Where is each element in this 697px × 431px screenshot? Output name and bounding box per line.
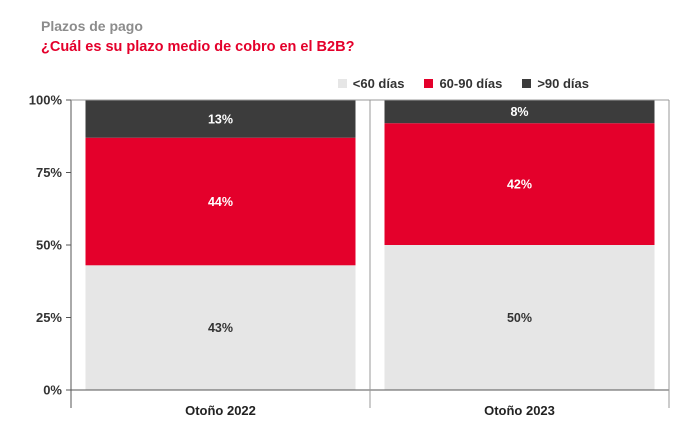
x-tick-label: Otoño 2023 [484,403,555,418]
chart-subtitle: Plazos de pago [41,18,143,34]
bar-segment [384,245,655,390]
bar-segment [85,265,356,390]
y-tick-label: 50% [36,238,62,253]
legend-item-60-90: 60-90 días [424,76,502,91]
bar-segment [384,100,655,124]
legend-item-lt60: <60 días [337,76,405,91]
legend-label-lt60: <60 días [352,76,405,91]
chart-title: ¿Cuál es su plazo medio de cobro en el B… [41,39,355,55]
y-tick-label: 75% [36,165,62,180]
title-block: Plazos de pago ¿Cuál es su plazo medio d… [41,16,354,57]
legend-label-gt90: >90 días [537,76,589,91]
data-label: 43% [208,321,233,335]
chart-legend: <60 días 60-90 días >90 días [337,76,589,91]
data-label: 8% [510,105,528,119]
legend-label-60-90: 60-90 días [439,76,503,91]
data-label: 44% [208,195,233,209]
bar-segment [85,100,356,138]
legend-swatch-lt60 [337,79,347,88]
legend-item-gt90: >90 días [522,76,589,91]
legend-swatch-gt90 [522,79,532,88]
bar-segment [384,123,655,245]
y-tick-label: 0% [43,383,62,398]
y-tick-label: 25% [36,310,62,325]
x-tick-label: Otoño 2022 [185,403,256,418]
data-label: 13% [208,112,233,126]
data-label: 42% [507,178,532,192]
bar-segment [85,137,356,266]
y-tick-label: 100% [29,93,63,108]
data-label: 50% [507,311,532,325]
legend-swatch-60-90 [424,79,434,88]
